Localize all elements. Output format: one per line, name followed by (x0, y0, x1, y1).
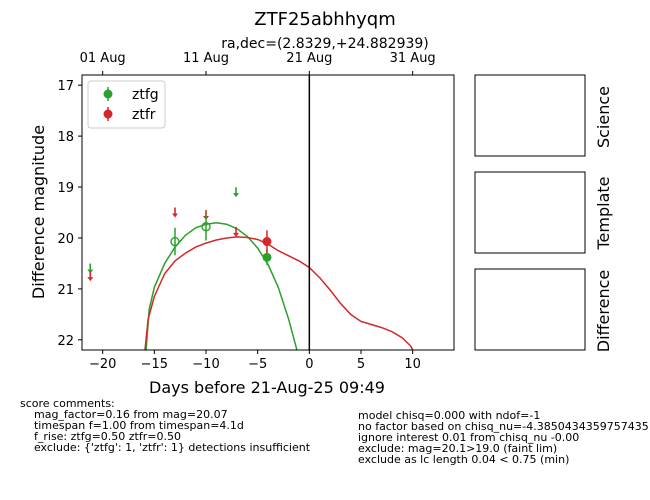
top-date-tick-label: 01 Aug (80, 51, 126, 66)
difference-thumbnail (474, 268, 586, 351)
ztfg-upper-limit-arrow (232, 193, 239, 198)
x-tick-label: −15 (141, 357, 168, 372)
score-comment-line: score comments: (20, 397, 115, 410)
ztfr-point (262, 237, 272, 247)
x-tick-label: 10 (404, 357, 421, 372)
top-date-tick-label: 31 Aug (390, 51, 436, 66)
x-axis-label: Days before 21-Aug-25 09:49 (149, 378, 385, 397)
x-tick-label: −20 (89, 357, 116, 372)
plot-content (87, 75, 414, 350)
score-comment-line: mag_factor=0.16 from mag=20.07 (20, 408, 228, 421)
y-tick-label: 20 (57, 232, 74, 247)
chart-subtitle: ra,dec=(2.8329,+24.882939) (221, 36, 429, 52)
ztfg-point-hollow (201, 222, 211, 232)
legend-ztfr-label: ztfr (132, 107, 156, 123)
x-tick-label: 5 (357, 357, 365, 372)
ztfg-point-hollow (170, 236, 180, 247)
difference-label: Difference (594, 270, 613, 352)
legend: ztfg ztfr (87, 80, 166, 129)
y-tick-label: 18 (57, 130, 74, 145)
ztfg-point (262, 252, 272, 262)
ztfr-upper-limit-arrow (87, 277, 94, 282)
y-tick-label: 17 (57, 79, 74, 94)
model-comment-line: model chisq=0.000 with ndof=-1 (358, 409, 541, 422)
model-comment-line: ignore interest 0.01 from chisq_nu -0.00 (358, 431, 580, 444)
science-label: Science (594, 86, 613, 148)
top-date-tick-label: 11 Aug (183, 51, 229, 66)
model-comment-line: no factor based on chisq_nu=-4.385043435… (358, 420, 649, 433)
ztfr-upper-limit-arrow (232, 232, 239, 237)
model-comment-line: exclude: mag=20.1>19.0 (faint lim) (358, 442, 558, 455)
x-tick-label: −10 (192, 357, 219, 372)
score-comments: score comments: mag_factor=0.16 from mag… (20, 398, 310, 453)
legend-ztfg-marker (103, 89, 113, 99)
x-tick-label: 0 (305, 357, 313, 372)
top-date-tick-label: 21 Aug (286, 51, 332, 66)
y-tick-label: 21 (57, 283, 74, 298)
side-panels: Science Template Difference (474, 74, 613, 352)
template-label: Template (594, 176, 613, 250)
plot-frame (81, 74, 455, 351)
y-axis-label: Difference magnitude (29, 125, 48, 299)
lightcurve-plot: −20 −15 −10 −5 0 5 10 17 18 19 20 21 22 01 Aug 11 Aug 2… (57, 51, 455, 372)
model-comment-line: exclude as lc length 0.04 < 0.75 (min) (358, 453, 570, 466)
score-comment-line: timespan f=1.00 from timespan=4.1d (20, 419, 244, 432)
chart-title: ZTF25abhhyqm (254, 9, 395, 30)
template-thumbnail (474, 171, 586, 254)
model-comments: model chisq=0.000 with ndof=-1 no factor … (358, 410, 649, 465)
score-comment-line: exclude: {'ztfg': 1, 'ztfr': 1} detectio… (20, 441, 311, 454)
y-tick-label: 22 (57, 334, 74, 349)
ztfr-model-curve (144, 236, 414, 350)
y-tick-label: 19 (57, 181, 74, 196)
legend-ztfg-label: ztfg (132, 87, 159, 103)
ztfg-model-curve (145, 221, 298, 350)
ztfr-upper-limit-arrow (172, 213, 178, 218)
legend-ztfr-marker (103, 109, 113, 119)
x-tick-label: −5 (248, 357, 267, 372)
science-thumbnail (474, 74, 586, 157)
score-comment-line: f_rise: ztfg=0.50 ztfr=0.50 (20, 430, 181, 443)
